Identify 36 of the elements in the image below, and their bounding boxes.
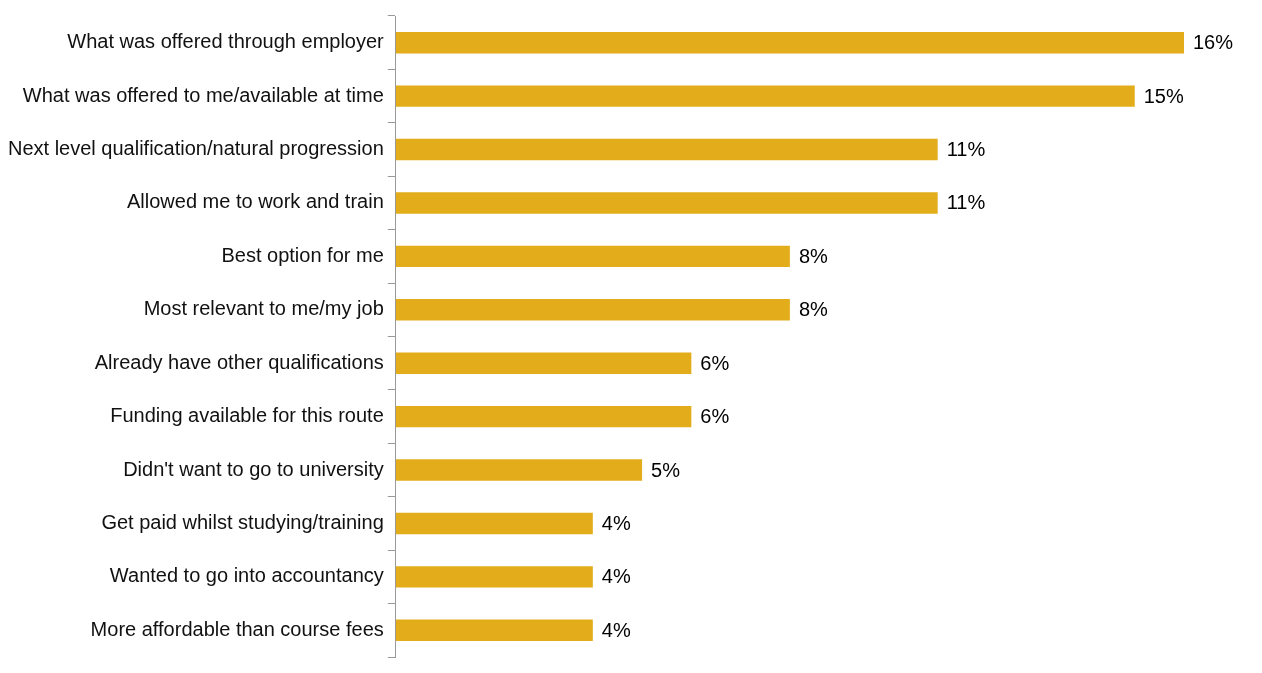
data-label: 4% [601, 511, 631, 534]
y-tick-label: Get paid whilst studying/training [101, 510, 384, 533]
data-label: 16% [1193, 31, 1234, 54]
bar [395, 192, 938, 214]
y-tick-label: Allowed me to work and train [126, 190, 384, 213]
data-label: 5% [651, 458, 681, 481]
data-label: 4% [601, 565, 631, 588]
data-label: 6% [700, 405, 730, 428]
data-label: 11% [946, 138, 986, 161]
data-label: 6% [700, 351, 730, 374]
y-tick-label: Next level qualification/natural progression [8, 137, 384, 160]
y-tick-label: Best option for me [221, 243, 384, 266]
y-tick-label: What was offered to me/available at time [22, 83, 384, 106]
data-label: 8% [798, 298, 828, 321]
bar [395, 566, 593, 588]
y-tick-label: Funding available for this route [110, 404, 384, 427]
bar [395, 352, 692, 374]
data-label: 8% [798, 244, 828, 267]
y-tick-label: Already have other qualifications [94, 350, 384, 373]
y-tick-label: Most relevant to me/my job [143, 297, 384, 320]
bar [395, 245, 790, 268]
y-tick-label: What was offered through employer [67, 30, 385, 53]
data-label: 11% [946, 191, 986, 214]
data-label: 4% [601, 618, 631, 641]
bar [395, 405, 692, 428]
bar [395, 32, 1184, 54]
bar [395, 512, 593, 535]
y-tick-label: Wanted to go into accountancy [109, 564, 384, 587]
bar [395, 459, 643, 481]
bar [395, 619, 593, 641]
bar [395, 85, 1135, 107]
y-tick-label: Didn't want to go to university [123, 457, 384, 480]
data-label: 15% [1143, 84, 1184, 107]
bar [395, 138, 938, 161]
y-tick-label: More affordable than course fees [90, 617, 384, 640]
bar [395, 299, 790, 321]
